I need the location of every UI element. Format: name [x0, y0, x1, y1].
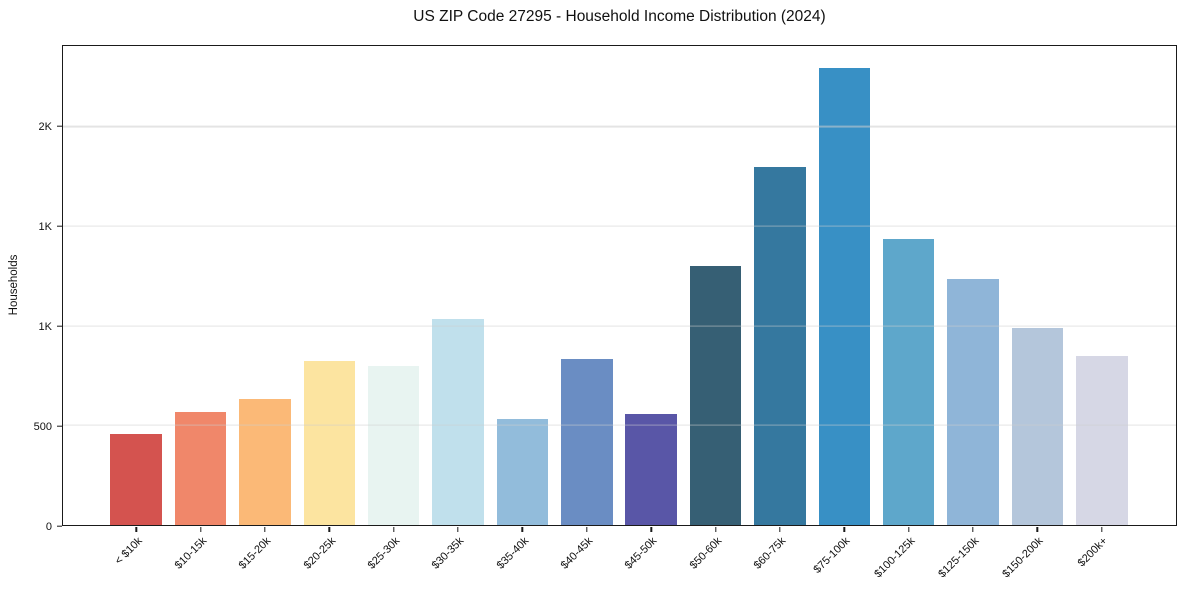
x-tick-label: $10-15k — [172, 535, 210, 572]
x-tick-mark — [972, 526, 974, 532]
x-tick-mark — [650, 526, 652, 532]
x-tick-mark — [328, 526, 331, 532]
bars-row: < $10k $10-15k $15-20k $20-25k $25-30k $30-35… — [63, 46, 1176, 580]
bar-30-35k — [432, 318, 484, 525]
y-tick-label: 0 — [45, 521, 52, 533]
bar-10-15k — [174, 412, 227, 525]
x-tick-mark — [457, 526, 459, 532]
bar-slot: $150-200k — [1001, 46, 1069, 580]
chart-title: US ZIP Code 27295 - Household Income Dis… — [413, 8, 826, 25]
bar-10k — [110, 434, 162, 525]
x-tick-mark — [843, 526, 846, 532]
x-tick-label: $45-50k — [623, 535, 660, 572]
x-tick-label: $50-60k — [687, 535, 725, 572]
bar-20-25k — [303, 360, 356, 525]
bar-100-125k — [882, 239, 935, 525]
bar-slot: $40-45k — [555, 46, 619, 572]
bar-slot: $125-150k — [936, 46, 1005, 580]
x-tick-label: $15-20k — [236, 535, 274, 572]
x-tick-label: $30-35k — [429, 535, 467, 572]
y-tick-label: 1K — [38, 321, 52, 334]
x-tick-mark — [1036, 526, 1039, 532]
x-tick-label: $125-150k — [936, 535, 982, 581]
bar-75-100k — [818, 67, 871, 525]
bar-slot: $30-35k — [426, 46, 490, 572]
x-tick-mark — [779, 526, 781, 532]
bar-25-30k — [367, 365, 420, 525]
x-tick-mark — [714, 526, 717, 532]
x-tick-label: $40-45k — [558, 535, 596, 572]
x-tick-label: $100-125k — [871, 535, 918, 581]
x-tick-label: < $10k — [112, 535, 145, 568]
bar-35-40k — [496, 419, 549, 525]
x-tick-label: $200k+ — [1076, 535, 1111, 570]
bar-slot: $35-40k — [490, 46, 554, 572]
bar-slot: $10-15k — [168, 46, 232, 572]
bar-40-45k — [561, 358, 613, 525]
x-tick-mark — [135, 526, 137, 532]
bar-150-200k — [1011, 327, 1064, 525]
bar-slot: $45-50k — [619, 46, 683, 572]
y-tick-mark — [56, 225, 62, 227]
y-tick-mark — [56, 425, 62, 427]
bar-slot: $60-75k — [748, 46, 812, 572]
bar-slot: $15-20k — [233, 46, 297, 572]
bar-60-75k — [754, 166, 806, 525]
x-tick-mark — [1101, 526, 1103, 532]
y-tick-label: 1K — [38, 221, 52, 233]
y-tick-label: 500 — [33, 421, 52, 434]
bar-slot: $50-60k — [683, 46, 747, 572]
bar-slot: $200k+ — [1070, 46, 1134, 569]
y-tick-mark — [56, 525, 62, 527]
bar-45-50k — [625, 414, 677, 525]
x-tick-mark — [264, 526, 266, 532]
bar-50-60k — [689, 266, 742, 525]
x-tick-mark — [586, 526, 588, 532]
y-tick-mark — [56, 125, 62, 127]
x-tick-label: $60-75k — [751, 535, 789, 572]
bar-slot: $25-30k — [362, 46, 426, 572]
x-tick-label: $25-30k — [365, 535, 403, 572]
bar-slot: $75-100k — [812, 46, 876, 576]
x-tick-mark — [392, 526, 395, 532]
x-tick-label: $20-25k — [301, 535, 338, 572]
bar-slot: < $10k — [104, 46, 168, 567]
x-tick-mark — [521, 526, 524, 532]
y-tick-label: 2K — [38, 121, 52, 134]
bar-slot: $20-25k — [297, 46, 361, 572]
bar-slot: $100-125k — [872, 46, 941, 580]
x-tick-label: $150-200k — [1000, 535, 1046, 581]
y-axis: 0 500 1K 1K 2K — [0, 45, 62, 533]
y-tick-mark — [56, 325, 62, 327]
bar-200k — [1076, 355, 1128, 525]
plot-area: < $10k $10-15k $15-20k $20-25k $25-30k $30-35… — [62, 45, 1177, 580]
x-tick-mark — [199, 526, 202, 532]
x-tick-label: $75-100k — [811, 535, 853, 576]
x-tick-mark — [907, 526, 910, 532]
bar-15-20k — [239, 398, 291, 525]
x-tick-label: $35-40k — [494, 535, 531, 572]
bar-125-150k — [947, 279, 999, 525]
